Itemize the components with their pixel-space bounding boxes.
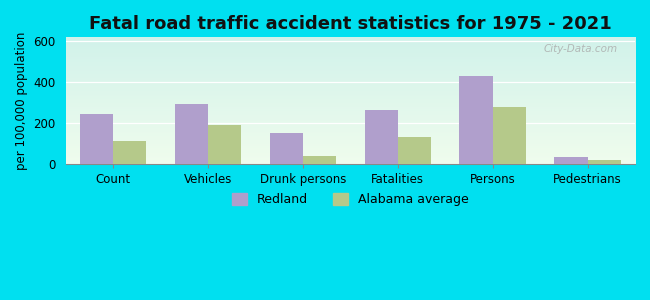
Bar <box>113 141 146 164</box>
Text: City-Data.com: City-Data.com <box>544 44 618 54</box>
Bar <box>303 156 336 164</box>
Bar <box>554 157 588 164</box>
Bar <box>208 125 241 164</box>
Bar <box>493 107 526 164</box>
Bar <box>365 110 398 164</box>
Bar <box>398 136 431 164</box>
Y-axis label: per 100,000 population: per 100,000 population <box>15 32 28 170</box>
Bar <box>175 104 208 164</box>
Title: Fatal road traffic accident statistics for 1975 - 2021: Fatal road traffic accident statistics f… <box>89 15 612 33</box>
Bar <box>588 160 621 164</box>
Bar <box>270 133 303 164</box>
Legend: Redland, Alabama average: Redland, Alabama average <box>227 188 474 211</box>
Bar <box>80 114 113 164</box>
Bar <box>460 76 493 164</box>
